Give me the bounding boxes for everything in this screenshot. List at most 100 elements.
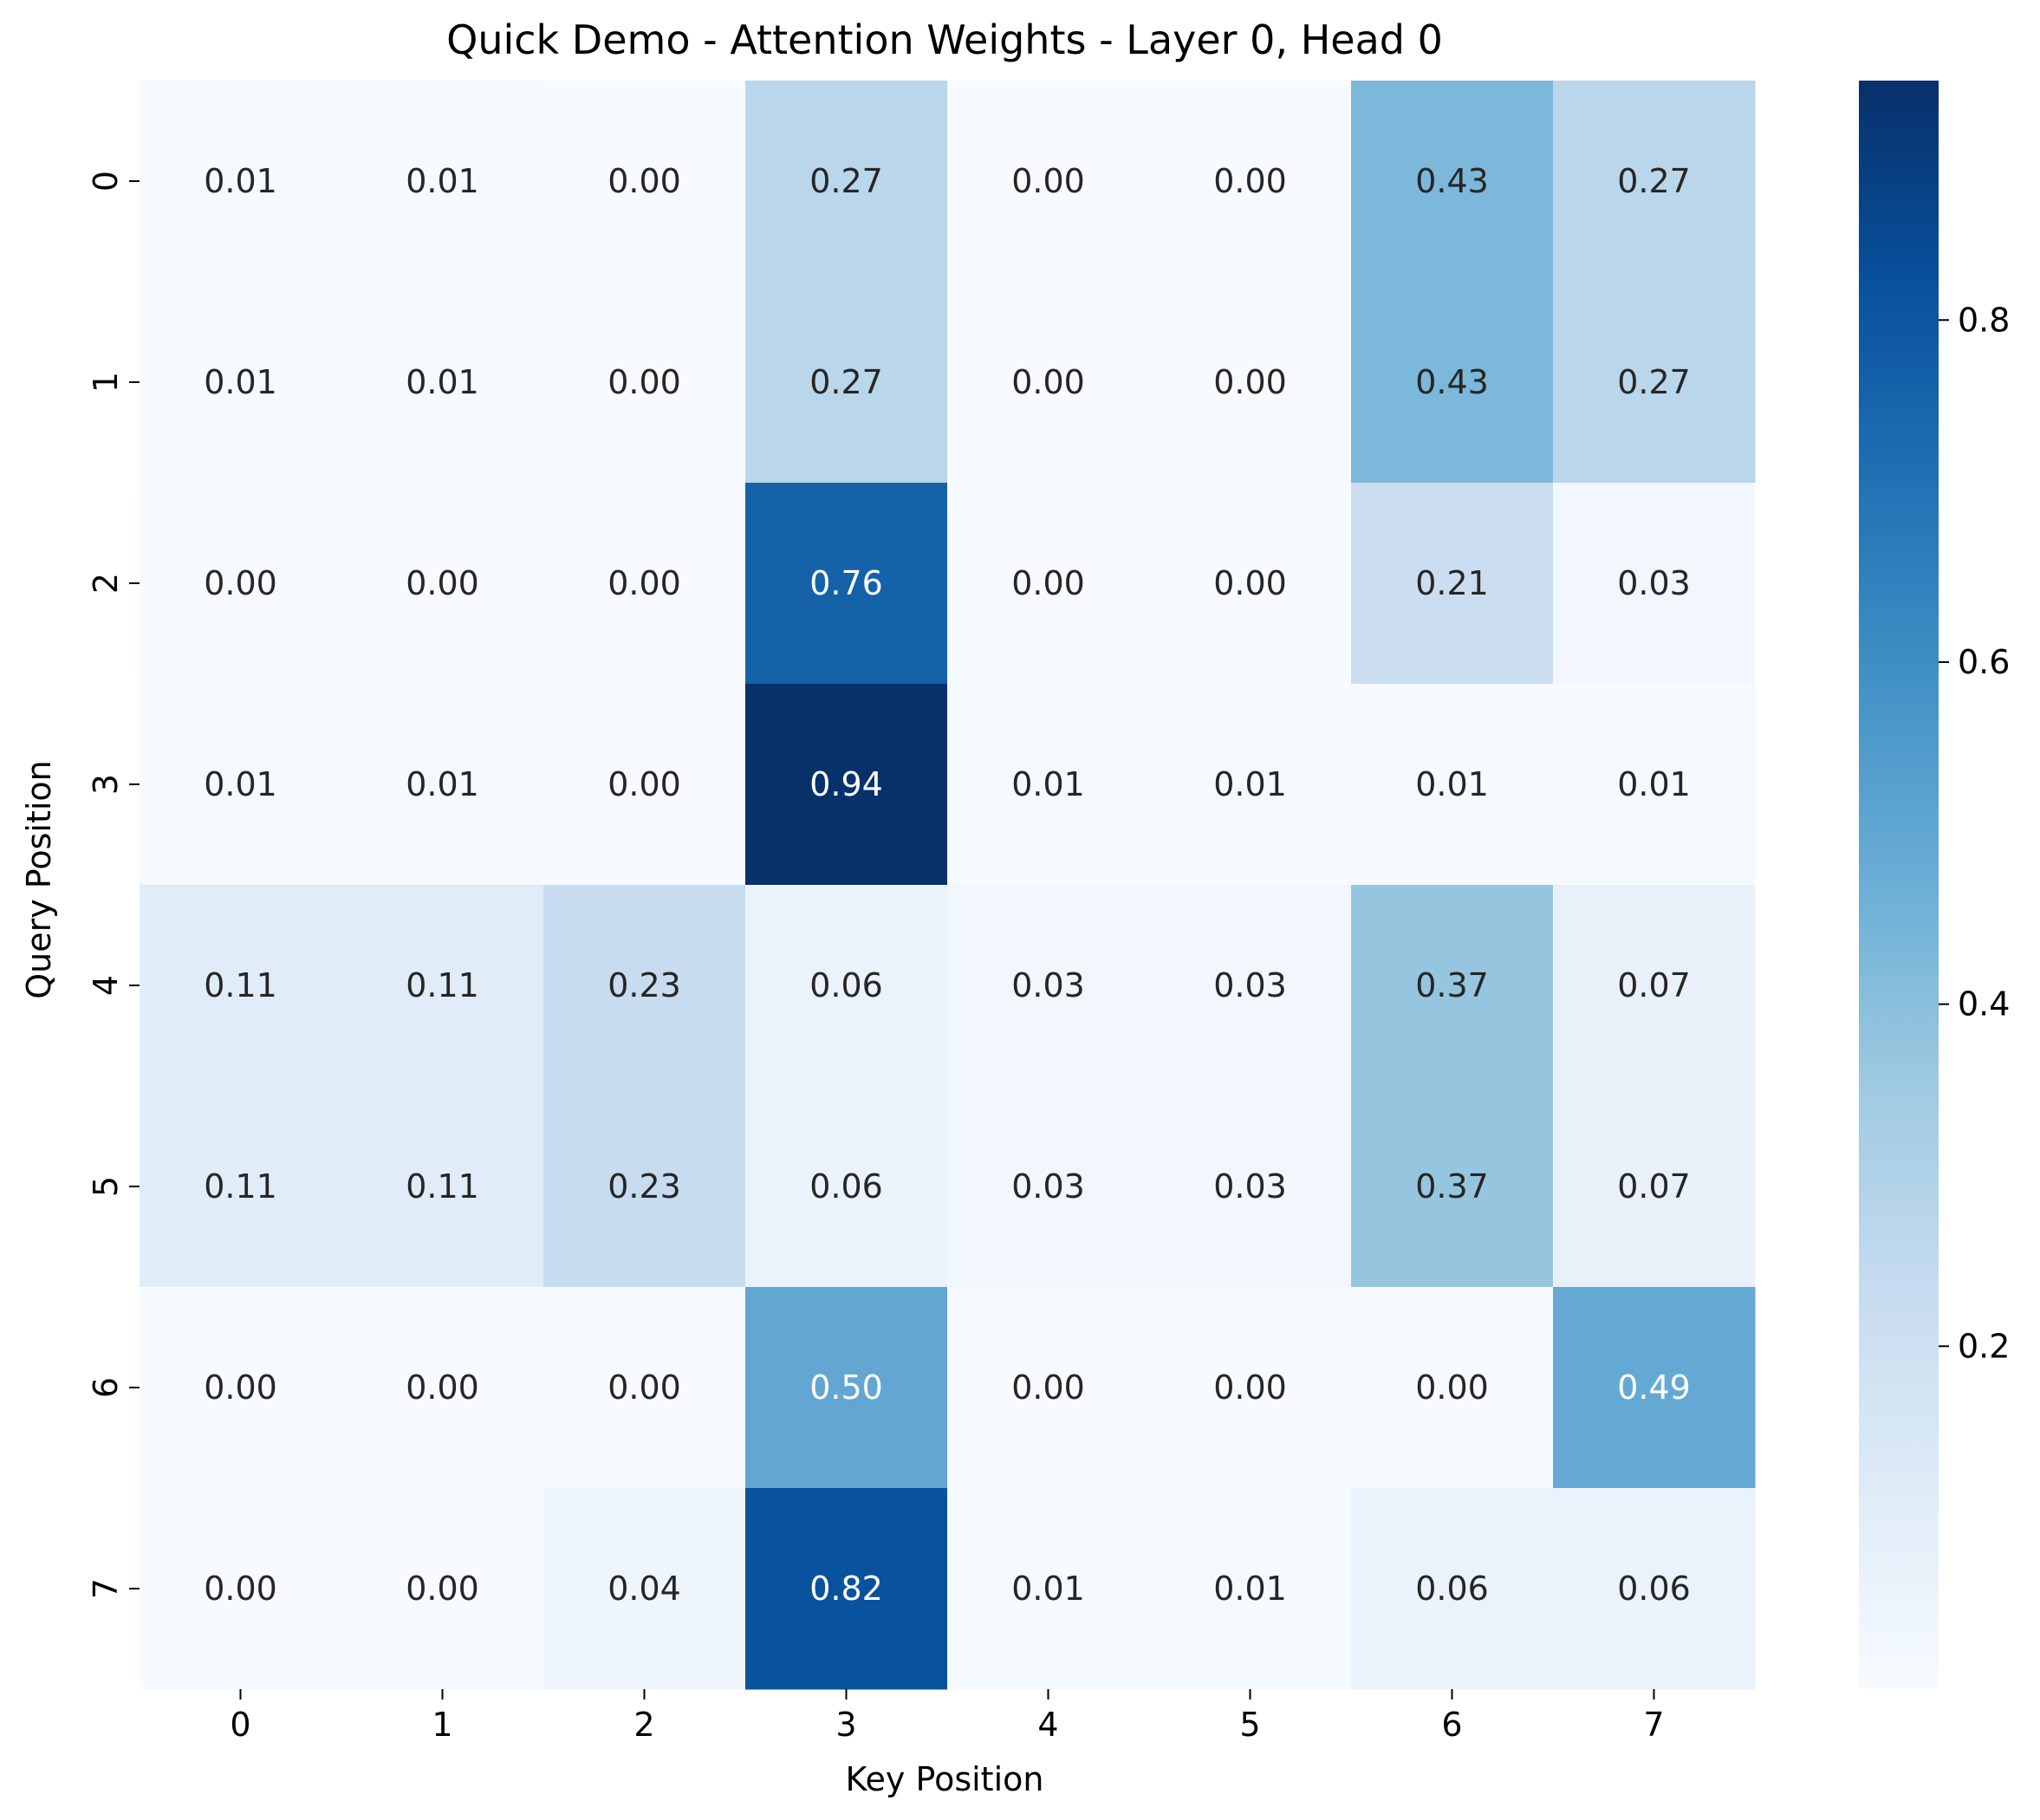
cell-value-label: 0.76 bbox=[809, 564, 883, 602]
heatmap-cell bbox=[1553, 483, 1756, 685]
cell-value-label: 0.23 bbox=[607, 966, 681, 1004]
y-tick-label: 4 bbox=[87, 975, 125, 996]
cell-value-label: 0.27 bbox=[1617, 162, 1691, 200]
heatmap-cell bbox=[341, 1287, 544, 1489]
colorbar-tick-label: 0.8 bbox=[1958, 301, 2010, 339]
heatmap-cell bbox=[947, 885, 1150, 1087]
x-tick-label: 6 bbox=[1441, 1706, 1462, 1744]
cell-value-label: 0.11 bbox=[204, 1167, 277, 1206]
heatmap-cell bbox=[1149, 684, 1352, 886]
heatmap-cell bbox=[1149, 282, 1352, 484]
heatmap-cell bbox=[140, 483, 342, 685]
heatmap-cell bbox=[947, 1287, 1150, 1489]
heatmap-cell bbox=[745, 282, 948, 484]
cell-value-label: 0.00 bbox=[406, 1368, 479, 1407]
y-axis: 0 1 2 3 4 5 6 7 bbox=[87, 171, 140, 1599]
heatmap-cell bbox=[140, 1287, 342, 1489]
cell-value-label: 0.00 bbox=[1213, 363, 1287, 401]
heatmap-cell bbox=[1553, 282, 1756, 484]
cell-value-label: 0.01 bbox=[204, 162, 277, 200]
cell-value-label: 0.00 bbox=[607, 765, 681, 803]
cell-value-label: 0.21 bbox=[1415, 564, 1489, 602]
heatmap-cell bbox=[1351, 282, 1554, 484]
heatmap-cell bbox=[140, 885, 342, 1087]
heatmap-cell bbox=[543, 483, 746, 685]
cell-value-label: 0.00 bbox=[607, 363, 681, 401]
cell-value-label: 0.11 bbox=[406, 966, 479, 1004]
colorbar-tick-label: 0.6 bbox=[1958, 643, 2010, 681]
heatmap-cell bbox=[1351, 1086, 1554, 1288]
heatmap-cell bbox=[745, 483, 948, 685]
heatmap-cell bbox=[1149, 81, 1352, 283]
heatmap-cell bbox=[745, 1086, 948, 1288]
heatmap-cell bbox=[745, 81, 948, 283]
cell-value-label: 0.01 bbox=[1011, 1570, 1085, 1608]
cell-value-label: 0.06 bbox=[809, 966, 883, 1004]
cell-value-label: 0.04 bbox=[607, 1570, 681, 1608]
cell-value-label: 0.00 bbox=[204, 1368, 277, 1407]
cell-value-label: 0.01 bbox=[406, 765, 479, 803]
heatmap-cell bbox=[543, 684, 746, 886]
heatmap-cell bbox=[140, 684, 342, 886]
heatmap-cell bbox=[341, 81, 544, 283]
heatmap-cell bbox=[140, 1086, 342, 1288]
heatmap-cell bbox=[1351, 684, 1554, 886]
cell-value-label: 0.01 bbox=[1213, 1570, 1287, 1608]
heatmap-cell bbox=[341, 885, 544, 1087]
heatmap-cell bbox=[140, 282, 342, 484]
y-tick-label: 2 bbox=[87, 573, 125, 594]
cell-value-label: 0.03 bbox=[1011, 966, 1085, 1004]
colorbar-tick-label: 0.4 bbox=[1958, 985, 2010, 1024]
heatmap-cell-labels: 0.01 0.01 0.00 0.27 0.00 0.00 0.43 0.27 0.01 0.01… bbox=[204, 162, 1691, 1608]
cell-value-label: 0.00 bbox=[607, 162, 681, 200]
heatmap-cell bbox=[341, 1488, 544, 1690]
cell-value-label: 0.23 bbox=[607, 1167, 681, 1206]
cell-value-label: 0.01 bbox=[204, 765, 277, 803]
heatmap-cell bbox=[140, 1488, 342, 1690]
heatmap-cell bbox=[947, 483, 1150, 685]
cell-value-label: 0.07 bbox=[1617, 966, 1691, 1004]
x-tick-label: 3 bbox=[835, 1706, 856, 1744]
heatmap-cell bbox=[1351, 1488, 1554, 1690]
cell-value-label: 0.03 bbox=[1213, 966, 1287, 1004]
cell-value-label: 0.27 bbox=[809, 363, 883, 401]
y-axis-label: Query Position bbox=[20, 760, 58, 999]
cell-value-label: 0.06 bbox=[1617, 1570, 1691, 1608]
y-tick-label: 6 bbox=[87, 1377, 125, 1398]
y-tick-label: 7 bbox=[87, 1578, 125, 1599]
cell-value-label: 0.37 bbox=[1415, 966, 1489, 1004]
cell-value-label: 0.27 bbox=[809, 162, 883, 200]
heatmap-cell bbox=[1351, 1287, 1554, 1489]
y-tick-label: 3 bbox=[87, 774, 125, 795]
chart-title: Quick Demo - Attention Weights - Layer 0… bbox=[446, 16, 1443, 63]
colorbar-tick-label: 0.2 bbox=[1958, 1327, 2010, 1365]
heatmap-cell bbox=[543, 282, 746, 484]
heatmap-cell bbox=[947, 684, 1150, 886]
cell-value-label: 0.03 bbox=[1617, 564, 1691, 602]
heatmap-cell bbox=[947, 1488, 1150, 1690]
heatmap-cell bbox=[543, 1086, 746, 1288]
cell-value-label: 0.11 bbox=[406, 1167, 479, 1206]
colorbar-ticks: 0.2 0.4 0.6 0.8 bbox=[1939, 301, 2010, 1365]
heatmap-cell bbox=[1149, 1086, 1352, 1288]
heatmap-cell bbox=[1351, 885, 1554, 1087]
x-axis: 0 1 2 3 4 5 6 7 bbox=[230, 1689, 1665, 1744]
cell-value-label: 0.50 bbox=[809, 1368, 883, 1407]
heatmap-cell bbox=[1553, 1287, 1756, 1489]
y-tick-label: 5 bbox=[87, 1176, 125, 1197]
cell-value-label: 0.00 bbox=[406, 564, 479, 602]
cell-value-label: 0.00 bbox=[607, 1368, 681, 1407]
heatmap-cell bbox=[1149, 483, 1352, 685]
cell-value-label: 0.00 bbox=[1011, 363, 1085, 401]
cell-value-label: 0.00 bbox=[1213, 1368, 1287, 1407]
x-tick-label: 7 bbox=[1643, 1706, 1664, 1744]
heatmap-cell bbox=[745, 1287, 948, 1489]
cell-value-label: 0.00 bbox=[1415, 1368, 1489, 1407]
y-tick-label: 1 bbox=[87, 372, 125, 393]
cell-value-label: 0.82 bbox=[809, 1570, 883, 1608]
cell-value-label: 0.00 bbox=[1011, 1368, 1085, 1407]
heatmap-cell bbox=[341, 684, 544, 886]
heatmap-cell bbox=[140, 81, 342, 283]
heatmap-cell bbox=[341, 282, 544, 484]
